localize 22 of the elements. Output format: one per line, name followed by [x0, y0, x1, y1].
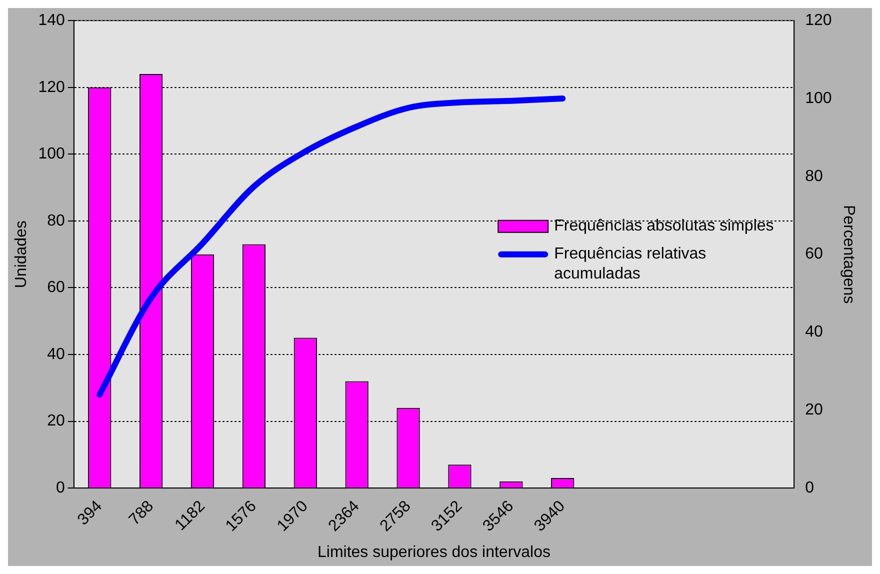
y-axis-title: Unidades: [13, 220, 30, 288]
legend-label: Frequências relativas acumuladas: [554, 246, 706, 283]
y-tick-label: 80: [47, 212, 65, 230]
x-tick-label: 788: [126, 498, 158, 529]
y-tick-label: 120: [38, 78, 65, 96]
y-tick-label: 60: [47, 279, 65, 296]
x-axis-title: Limites superiores dos intervalos: [318, 544, 550, 561]
y2-tick-label: 120: [805, 12, 832, 30]
y-tick-label: 20: [47, 412, 65, 430]
y-tick-label: 140: [38, 12, 65, 30]
y2-tick-label: 20: [805, 402, 824, 419]
y2-tick-label: 0: [805, 479, 814, 496]
y2-tick-label: 60: [805, 246, 824, 263]
x-tick-label: 394: [74, 498, 106, 529]
y-tick-label: 40: [47, 346, 65, 363]
y-tick-label: 0: [56, 479, 65, 496]
y2-tick-label: 40: [805, 324, 824, 341]
y2-axis-title: Percentagens: [840, 204, 857, 304]
y2-tick-label: 100: [805, 90, 832, 107]
legend-label: Frequências absolutas simples: [554, 218, 774, 235]
y-tick-label: 100: [38, 146, 65, 163]
y2-tick-label: 80: [805, 168, 824, 185]
